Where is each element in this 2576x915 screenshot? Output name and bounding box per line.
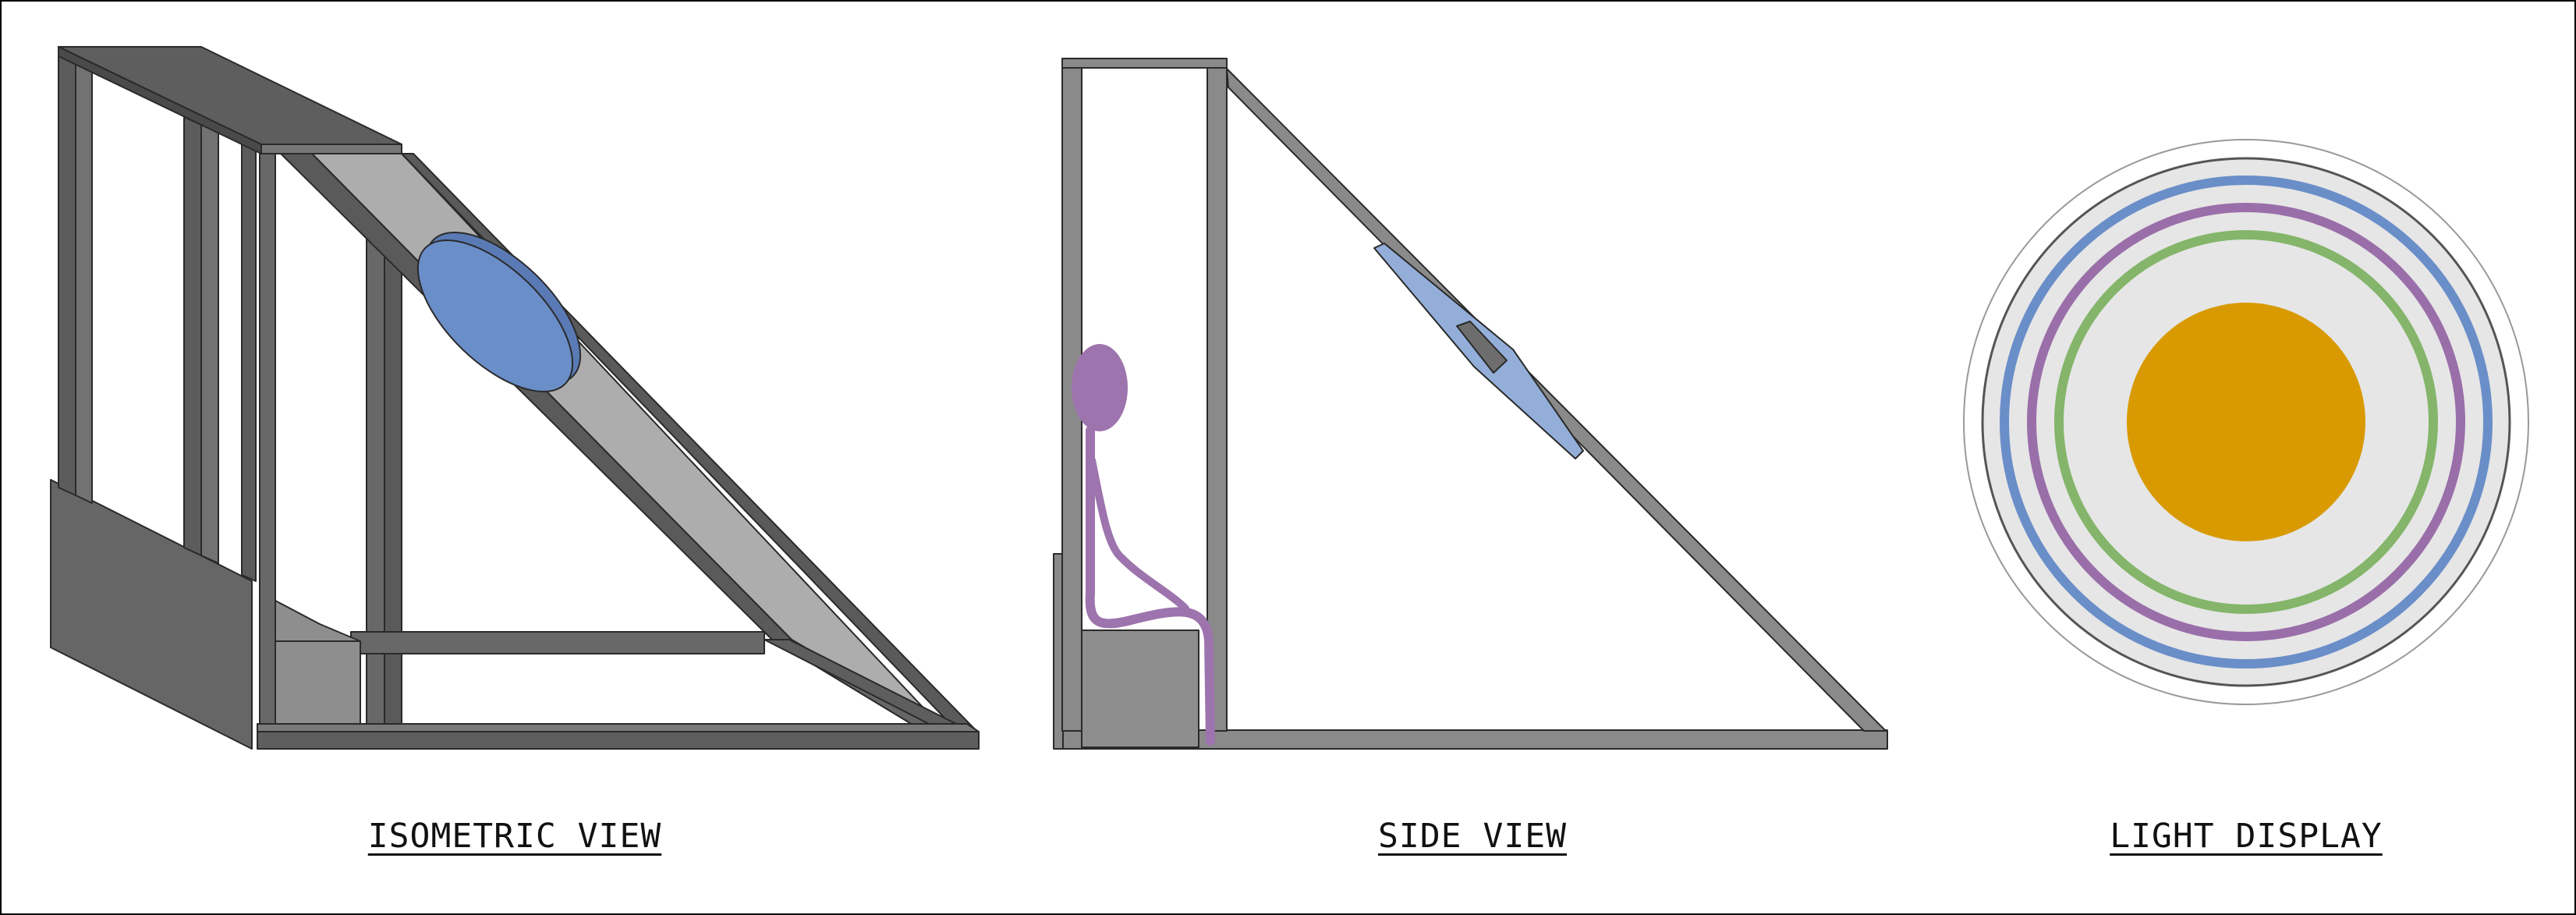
side-person-head	[1072, 344, 1128, 431]
light-ring-purple	[2027, 203, 2465, 641]
side-view	[1053, 58, 1888, 750]
iso-post-back-left	[58, 50, 76, 496]
iso-mirror	[416, 239, 574, 392]
iso-floor-beam-front	[257, 731, 980, 750]
iso-post-mid-left-face	[200, 124, 219, 564]
side-diagonal-beam	[1226, 68, 1887, 732]
isometric-view	[50, 46, 980, 750]
iso-post-back-left-face	[75, 58, 93, 504]
iso-inclined-rail-lower	[280, 153, 792, 640]
iso-post-mid-left	[183, 116, 202, 556]
light-display-caption: LIGHT DISPLAY	[2110, 817, 2383, 856]
iso-post-front-left	[241, 144, 257, 582]
side-person-body	[1085, 426, 1215, 746]
side-person-arm	[1088, 456, 1189, 612]
iso-base-panel	[50, 479, 253, 750]
light-ring-blue	[2000, 176, 2493, 669]
iso-floor-beam-back	[350, 631, 765, 654]
light-sun	[2127, 303, 2365, 541]
iso-post-front-a	[259, 153, 276, 750]
light-ring-green	[2054, 230, 2438, 614]
iso-floor-beam-front-top	[257, 723, 980, 732]
light-display	[1963, 139, 2529, 705]
iso-seat-block	[275, 640, 361, 725]
side-top-beam	[1061, 58, 1228, 69]
iso-seat-block-top	[275, 600, 361, 642]
side-seat-block	[1081, 630, 1199, 748]
iso-roof-front	[260, 144, 402, 154]
side-view-caption: SIDE VIEW	[1378, 817, 1567, 856]
light-outer-halo	[1963, 139, 2529, 705]
side-mirror-mount	[1456, 321, 1508, 374]
isometric-view-caption: ISOMETRIC VIEW	[367, 817, 662, 856]
